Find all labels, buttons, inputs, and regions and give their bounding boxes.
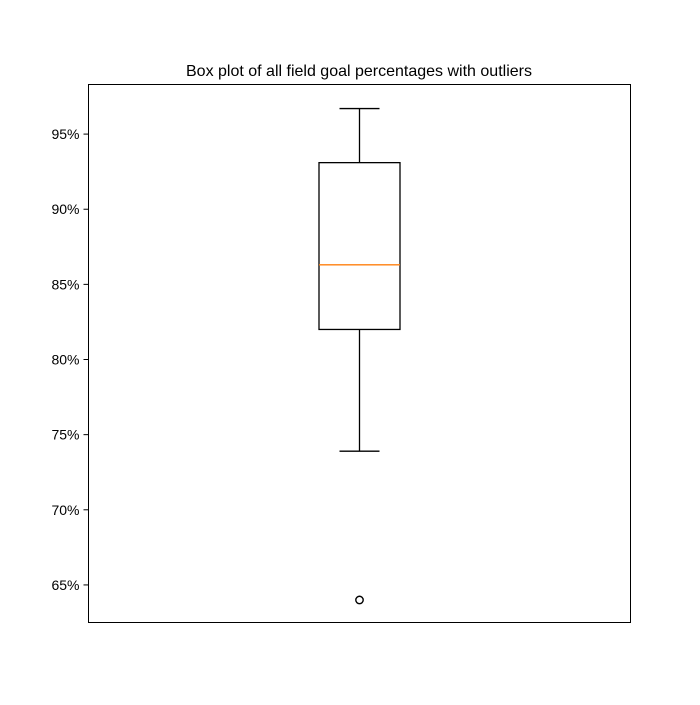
y-tick-label: 95% bbox=[51, 126, 79, 142]
plot-frame bbox=[88, 84, 631, 623]
iqr-box bbox=[318, 161, 401, 331]
y-tick-label: 80% bbox=[51, 352, 79, 368]
y-tick-label: 90% bbox=[51, 201, 79, 217]
y-tick-label: 75% bbox=[51, 427, 79, 443]
y-tick-label: 70% bbox=[51, 502, 79, 518]
outlier-point bbox=[355, 595, 364, 605]
y-tick-label: 65% bbox=[51, 577, 79, 593]
y-tick-label: 85% bbox=[51, 276, 79, 292]
chart-title: Box plot of all field goal percentages w… bbox=[186, 63, 532, 80]
plot-area bbox=[318, 107, 401, 605]
